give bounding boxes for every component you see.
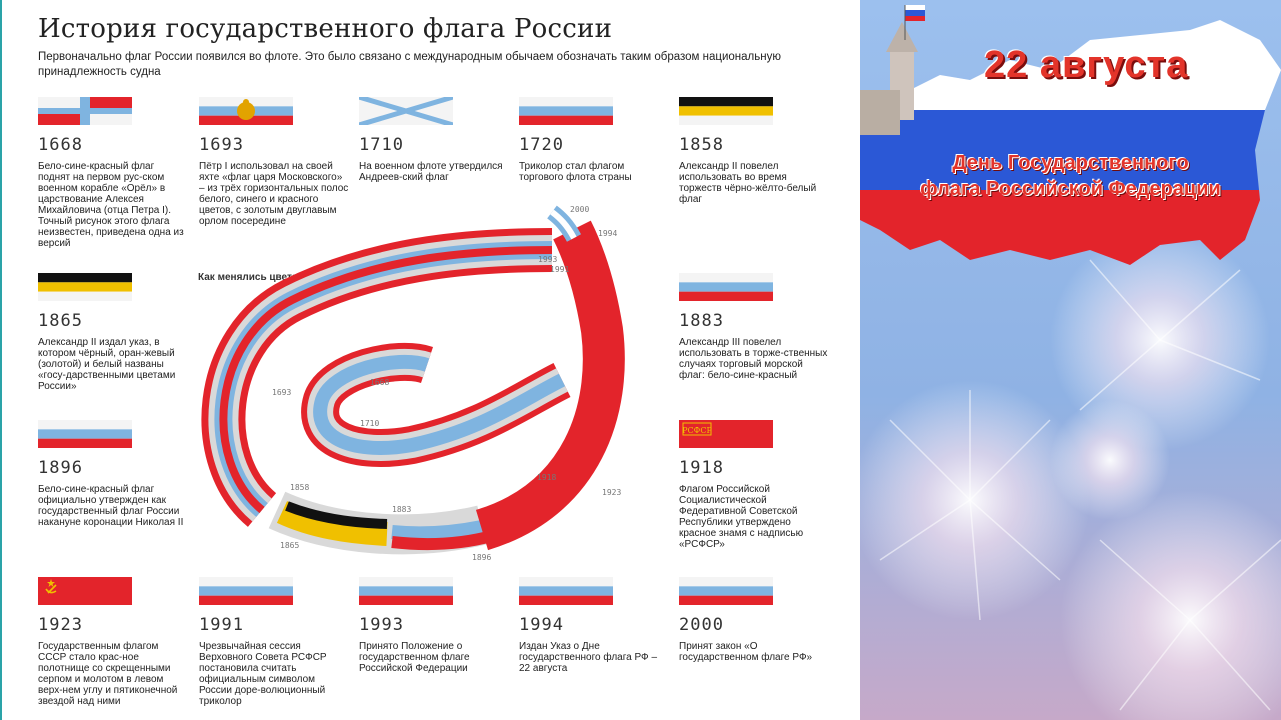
spiral-lower-black <box>285 501 388 529</box>
banner-background <box>860 0 1281 720</box>
spiral-right-red <box>475 220 625 551</box>
spiral-stripes <box>201 205 625 555</box>
spiral-year-label: 1693 <box>272 388 291 397</box>
flag-icon <box>199 577 293 605</box>
spiral-year-label: 1896 <box>472 553 491 562</box>
spiral-top-tail-white <box>550 209 577 240</box>
flag-colors-spiral: 1668 1693 1710 1858 1865 1883 1896 1918 … <box>201 205 625 562</box>
flag-icon <box>38 577 132 605</box>
spiral-year-label: 1710 <box>360 419 379 428</box>
timeline-item: 1858 Александр II повелел использовать в… <box>679 97 829 205</box>
flag-icon <box>519 577 613 605</box>
item-description: Принято Положение о государственном флаг… <box>359 641 470 674</box>
item-description: Флагом Российской Социалистической Федер… <box>679 484 804 550</box>
spiral-year-label: 2000 <box>570 205 589 214</box>
item-description: На военном флоте утвердился Андреев-ский… <box>359 161 503 183</box>
item-description: Издан Указ о Дне государственного флага … <box>519 641 658 674</box>
item-description: Чрезвычайная сессия Верховного Совета РС… <box>199 641 327 707</box>
item-year: 1994 <box>519 615 564 635</box>
item-year: 1993 <box>359 615 404 635</box>
item-description: Александр III повелел использовать в тор… <box>679 337 828 381</box>
flag-icon <box>38 273 132 301</box>
item-year: 2000 <box>679 615 724 635</box>
flag-icon <box>679 97 773 125</box>
spiral-inner-blue <box>313 355 566 455</box>
spiral-year-label: 1923 <box>602 488 621 497</box>
spiral-year-label: 1991 <box>550 265 569 274</box>
item-year: 1710 <box>359 135 404 155</box>
flag-icon <box>359 97 453 125</box>
page-title: История государственного флага России <box>38 14 613 44</box>
item-year: 1720 <box>519 135 564 155</box>
spiral-year-label: 1858 <box>290 483 309 492</box>
flag-icon <box>679 273 773 301</box>
item-year: 1883 <box>679 311 724 331</box>
timeline-item: 1923 Государственным флагом СССР стало к… <box>38 577 188 707</box>
timeline-item: 1991 Чрезвычайная сессия Верховного Сове… <box>199 577 349 707</box>
item-description: Бело-сине-красный флаг официально утверж… <box>38 484 184 528</box>
item-description: Александр II издал указ, в котором чёрны… <box>38 337 176 392</box>
flag-icon <box>519 97 613 125</box>
page-subtitle: Первоначально флаг России появился во фл… <box>38 51 781 78</box>
spiral-year-label: 1993 <box>538 255 557 264</box>
spiral-lower-blue <box>391 520 484 541</box>
item-year: 1693 <box>199 135 244 155</box>
item-year: 1918 <box>679 458 724 478</box>
item-description: Принят закон «О государственном флаге РФ… <box>679 641 813 663</box>
spiral-year-label: 1994 <box>598 229 617 238</box>
spiral-lower-gold <box>276 501 388 546</box>
item-description: Пётр I использовал на своей яхте «флаг ц… <box>199 161 349 227</box>
flag-icon <box>679 577 773 605</box>
item-year: 1923 <box>38 615 83 635</box>
svg-text:РСФСР: РСФСР <box>682 426 712 435</box>
fireworks-sparkles <box>879 259 1281 711</box>
castle-tower <box>860 5 925 135</box>
item-description: Александр II повелел использовать во вре… <box>679 161 817 205</box>
holiday-title-line1: День Государственного <box>952 152 1189 174</box>
spiral-year-label: 1865 <box>280 541 299 550</box>
timeline-item: РСФСР 1918 Флагом Российской Социалистич… <box>679 420 829 550</box>
timeline-item: 1883 Александр III повелел использовать … <box>679 273 829 381</box>
timeline-item: 1896 Бело-сине-красный флаг официально у… <box>38 420 188 528</box>
timeline-item: 1865 Александр II издал указ, в котором … <box>38 273 188 392</box>
item-year: 1668 <box>38 135 83 155</box>
holiday-title: День Государственного флага Российской Ф… <box>860 150 1281 202</box>
item-year: 1865 <box>38 311 83 331</box>
flag-icon <box>38 420 132 448</box>
spiral-year-label: 1883 <box>392 505 411 514</box>
holiday-date: 22 августа <box>984 44 1189 86</box>
item-description: Государственным флагом СССР стало крас-н… <box>38 641 178 707</box>
spiral-year-labels: 1668 1693 1710 1858 1865 1883 1896 1918 … <box>272 205 621 562</box>
flag-icon <box>38 97 132 125</box>
spiral-year-label: 1918 <box>537 473 556 482</box>
spiral-outer-inner-red <box>219 246 553 514</box>
item-description: Триколор стал флагом торгового флота стр… <box>519 161 632 183</box>
flag-icon <box>199 97 293 125</box>
infographic-panel: История государственного флага России Пе… <box>0 0 829 720</box>
timeline-item: 2000 Принят закон «О государственном фла… <box>679 577 829 663</box>
holiday-banner: 22 августа День Государственного флага Р… <box>860 0 1281 720</box>
spiral-lower-red <box>391 530 494 550</box>
timeline-item: 1710 На военном флоте утвердился Андреев… <box>359 97 509 183</box>
timeline-item: 1693 Пётр I использовал на своей яхте «ф… <box>199 97 349 227</box>
spiral-title: Как менялись цвета флага <box>198 272 331 283</box>
timeline-item: 1994 Издан Указ о Дне государственного ф… <box>519 577 669 674</box>
item-year: 1991 <box>199 615 244 635</box>
timeline-item: 1668 Бело-сине-красный флаг поднят на пе… <box>38 97 188 249</box>
holiday-title-line2: флага Российской Федерации <box>920 178 1221 200</box>
item-year: 1896 <box>38 458 83 478</box>
timeline-item: 1993 Принято Положение о государственном… <box>359 577 509 674</box>
item-description: Бело-сине-красный флаг поднят на первом … <box>38 161 184 249</box>
flag-icon: РСФСР <box>679 420 773 448</box>
flag-icon <box>359 577 453 605</box>
timeline-item: 1720 Триколор стал флагом торгового флот… <box>519 97 669 183</box>
spiral-year-label: 1668 <box>370 378 389 387</box>
item-year: 1858 <box>679 135 724 155</box>
